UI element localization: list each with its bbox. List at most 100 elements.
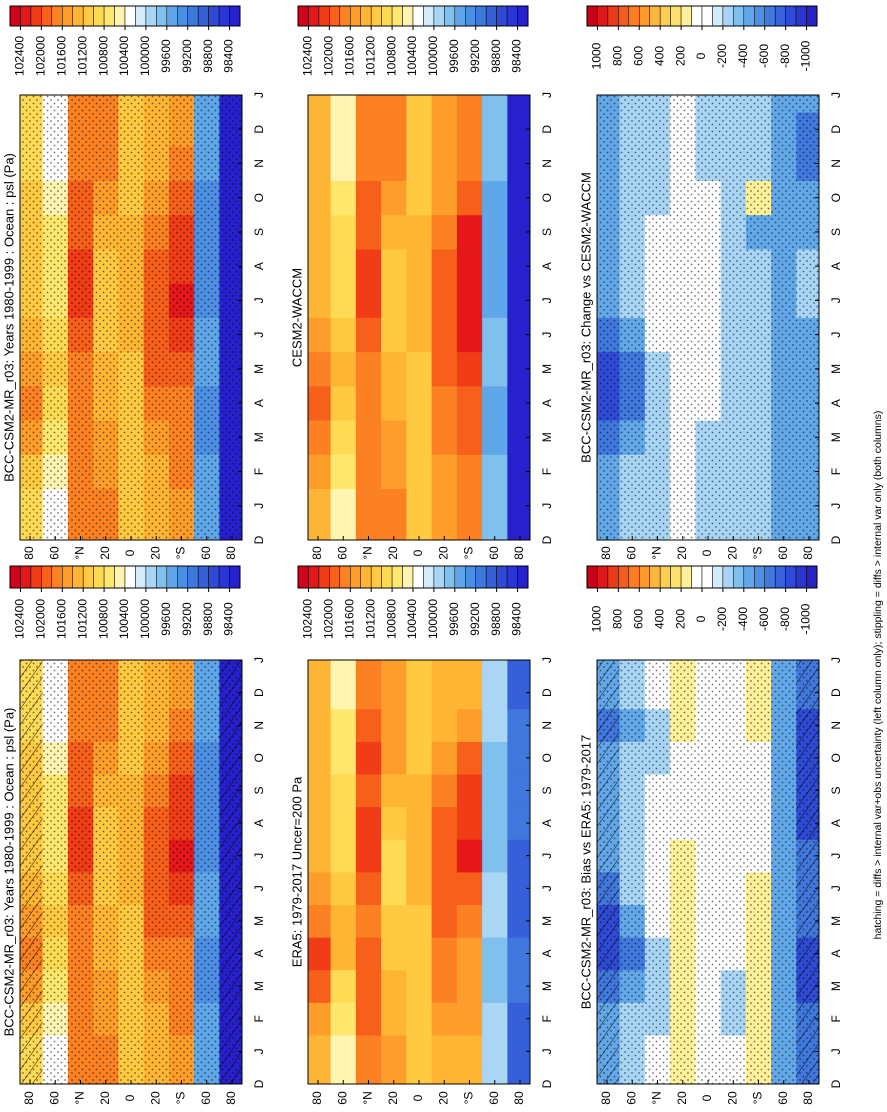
cell [308,872,332,906]
month-label: J [829,332,843,338]
month-label: N [252,721,266,730]
cell [381,317,407,353]
lat-label: 20 [725,1091,739,1105]
colorbar-label: 102400 [13,599,27,639]
colorbar-box [156,565,168,589]
cell [482,904,508,938]
month-label: M [252,916,266,926]
colorbar-label: -200 [715,607,729,631]
colorbar-box [496,565,508,589]
cell [330,454,357,490]
cell [308,317,332,353]
colorbar-box [93,5,105,27]
colorbar-box [465,5,476,27]
colorbar-box [30,5,42,27]
cell [431,112,458,147]
colorbar-box [806,565,818,589]
cell [355,214,382,250]
colorbar-label: 101600 [54,599,68,639]
month-label: D [829,1079,843,1088]
colorbar-box [754,5,765,27]
colorbar-label: -200 [715,44,729,68]
cell [431,317,458,353]
cell [431,351,458,387]
lat-label: 80 [22,546,36,560]
month-label: M [829,364,843,374]
colorbar-label: 100000 [426,36,440,76]
cell [406,708,433,742]
colorbar-label: 100000 [138,36,152,76]
cell [431,214,458,250]
cell [482,249,508,284]
cell [308,420,332,455]
lat-label: 80 [224,1091,238,1105]
cell [330,214,357,250]
colorbar-label: 100400 [405,599,419,639]
cell [381,95,407,113]
cell [308,1067,332,1085]
cell [381,488,407,524]
cell [381,839,407,873]
colorbar-box [166,565,178,589]
cell [330,660,357,677]
cell [431,774,458,808]
cell [330,839,357,873]
lat-label: 20 [386,546,400,560]
cell [330,741,357,775]
month-label: M [252,364,266,374]
month-label: N [829,159,843,168]
lat-label: °N [650,546,664,559]
colorbar-label: 100800 [384,36,398,76]
cell [355,454,382,490]
colorbar-box [370,565,382,589]
month-label: A [540,262,554,270]
lat-label: 80 [310,1091,324,1105]
month-label: A [252,399,266,407]
colorbar-label: 99200 [180,39,194,73]
cell [507,420,531,455]
month-label: M [252,981,266,991]
cell [355,904,382,938]
cell [330,969,357,1003]
colorbar-label: 99200 [180,602,194,636]
colorbar-box [586,565,598,589]
colorbar-box [381,565,393,589]
colorbar-label: 800 [611,609,625,629]
colorbar-box [381,5,393,27]
colorbar-label: 102000 [34,36,48,76]
colorbar-box [506,565,518,589]
month-label: N [540,721,554,730]
cell [330,937,357,971]
cell [406,1002,433,1036]
cell [456,488,483,524]
cell [406,839,433,873]
cell [431,1035,458,1069]
cell [330,774,357,808]
month-label: D [252,1079,266,1088]
cell [308,839,332,873]
cell [355,488,382,524]
cell [330,283,357,318]
cell [507,774,531,808]
colorbar-label: 100000 [426,599,440,639]
month-label: J [540,503,554,509]
colorbar-label: 98800 [489,39,503,73]
month-label: S [829,228,843,236]
cell [431,676,458,710]
cell [330,180,357,216]
month-label: J [829,885,843,891]
cell [456,522,483,541]
colorbar-box [454,565,466,589]
cell [431,937,458,971]
colorbar-box [360,565,372,589]
colorbar-box [701,565,713,589]
lat-label: 20 [98,1091,112,1105]
colorbar-box [649,565,661,589]
cell [482,1002,508,1036]
colorbar-label: 101600 [342,599,356,639]
colorbar-label: 99600 [159,602,173,636]
colorbar-box [743,565,755,589]
month-label: J [540,853,554,859]
cell [431,385,458,421]
